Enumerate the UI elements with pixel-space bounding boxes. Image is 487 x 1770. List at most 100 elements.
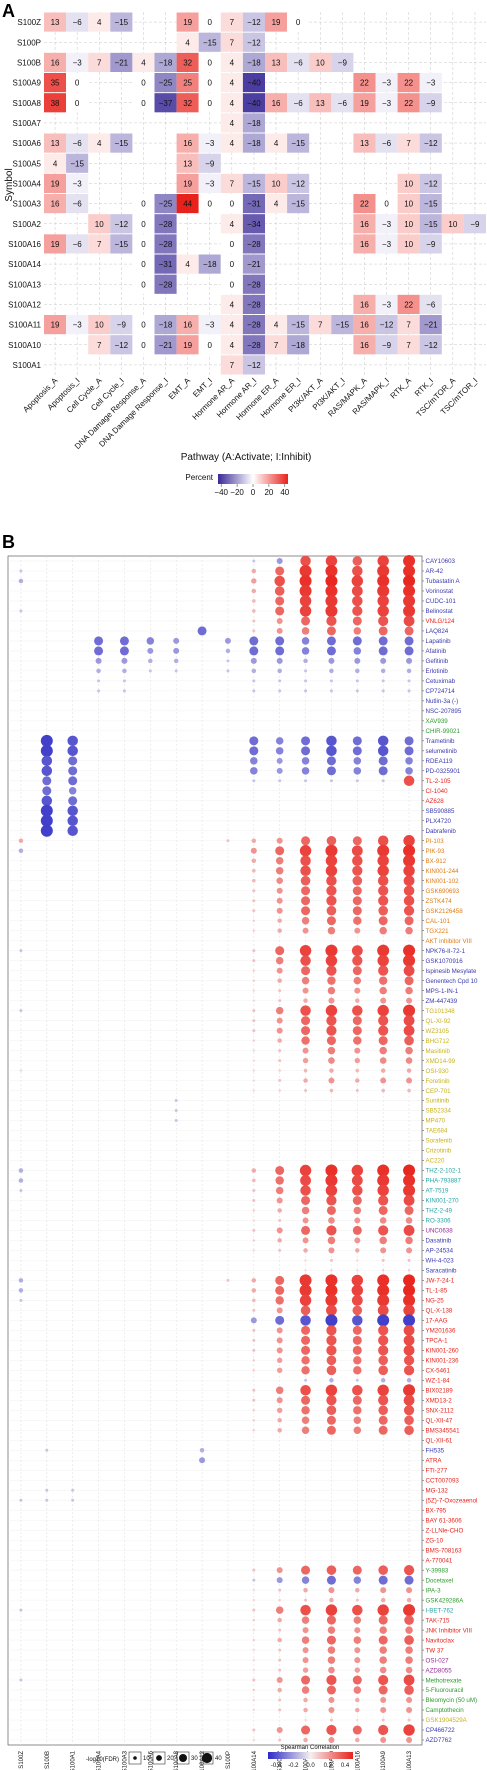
dotplot-point [278,1708,282,1712]
heatmap-cell-value: −21 [159,341,173,350]
dotplot-point [377,1604,389,1616]
dotplot-point [377,844,390,857]
dotplot-point [252,1708,256,1712]
dotplot-point [301,916,310,925]
dotplot-point [378,1615,388,1625]
dotplot-size-legend-box [128,1751,142,1765]
heatmap-cell [287,335,310,355]
dotplot-color-legend-tick-label: 0.2 [324,1763,333,1769]
dotplot-point [352,865,363,876]
dotplot-point [352,746,362,756]
dotplot-point [378,615,389,627]
dotplot-drug-label: A-770041 [426,1557,453,1564]
dotplot-drug-labels: CAY10603 AR-42 Tubastatin A Vorinostat CUDC-… [426,558,479,1744]
dotplot-point [301,1406,310,1415]
heatmap-cell [176,153,199,173]
dotplot-drug-label: Docetaxel [426,1577,454,1584]
dotplot-grid [8,556,424,1745]
dotplot-point [403,1304,415,1317]
heatmap-cell [220,355,243,375]
dotplot-point [42,776,52,786]
dotplot-point [278,1698,282,1702]
dotplot-drug-label: NG-25 [426,1298,445,1305]
heatmap-cell [88,214,111,234]
dotplot-size-legend-dot [133,1756,137,1760]
dotplot-point [403,1284,416,1297]
dotplot-point [403,615,415,627]
dotplot-point [352,906,362,916]
dotplot-point [301,1335,311,1345]
dotplot-point [378,916,388,926]
dotplot-point [249,646,259,656]
heatmap-cell [353,194,376,214]
dotplot-drug-label: TL-2-105 [426,778,452,785]
dotplot-point [404,626,414,636]
dotplot-drug-label: GSK429286A [426,1597,465,1604]
dotplot-drug-label: RO-3306 [426,1218,452,1225]
dotplot-point [380,1247,387,1254]
heatmap-y-tick-label: S100A10 [8,341,41,350]
dotplot-point [252,868,256,873]
dotplot-point [252,999,256,1002]
dotplot-point [276,967,283,974]
heatmap-cell [110,214,133,234]
dotplot-point [302,1237,309,1244]
dotplot-point [303,1078,308,1083]
dotplot-point [95,657,102,664]
heatmap-cell-value: −3 [426,79,436,88]
dotplot-color-legend-tick-label: -0.4 [271,1763,282,1769]
heatmap-cell [110,52,133,72]
dotplot-point [329,1088,334,1093]
dotplot-point [328,1707,335,1714]
dotplot-point [119,646,129,656]
heatmap-cell-value: 19 [360,99,369,108]
dotplot-point [352,736,362,746]
dotplot-drug-label: AZD8055 [426,1667,453,1674]
dotplot-point [251,588,257,594]
dotplot-point [377,595,389,607]
heatmap-legend-tick-label: 20 [264,488,273,497]
dotplot-point [252,1298,256,1303]
dotplot-point [304,1259,307,1262]
heatmap-legend-tick-label: 40 [280,488,289,497]
dotplot-point [404,1205,414,1215]
dotplot-drug-label: AT-7519 [426,1188,449,1195]
dotplot-point [327,1656,336,1664]
dotplot-drug-label: ZM-447439 [426,998,458,1005]
dotplot-x-tick-label: S100A10 [329,1750,335,1770]
dotplot-point [300,555,311,567]
heatmap-cell-value: 0 [208,79,213,88]
dotplot-drug-label: Z-LLNle-CHO [426,1527,464,1534]
heatmap-cell-value: −40 [247,79,261,88]
dotplot-point [352,1345,362,1355]
dotplot-point [355,1089,359,1093]
dotplot-point [302,1627,309,1634]
dotplot-point [304,1378,308,1382]
heatmap-cell-value: −3 [205,321,215,330]
dotplot-point [329,1258,333,1262]
dotplot-point [378,1025,389,1036]
heatmap-y-tick-label: S100A2 [13,220,42,229]
heatmap-cell-value: −9 [470,220,480,229]
dotplot-point [252,1738,256,1742]
dotplot-point [301,1026,311,1036]
dotplot-point [18,1278,24,1283]
heatmap-cell [375,315,398,335]
dotplot-point [301,1225,311,1235]
dotplot-point [252,1178,256,1183]
heatmap-cell [242,173,265,193]
dotplot-point [353,1356,362,1365]
dotplot-point [252,1009,256,1013]
dotplot-point [351,1284,364,1297]
dotplot-point [352,1395,362,1405]
dotplot-point [356,1259,359,1262]
heatmap-cell [176,194,199,214]
heatmap-cell [44,194,67,214]
dotplot-drug-label: GSK1070916 [426,958,464,965]
heatmap-cell-value: 0 [208,341,213,350]
dotplot-point [275,646,285,656]
dotplot-point [355,1707,360,1713]
heatmap-cell [242,294,265,314]
heatmap-cell [309,52,332,72]
dotplot-point [18,1288,24,1293]
